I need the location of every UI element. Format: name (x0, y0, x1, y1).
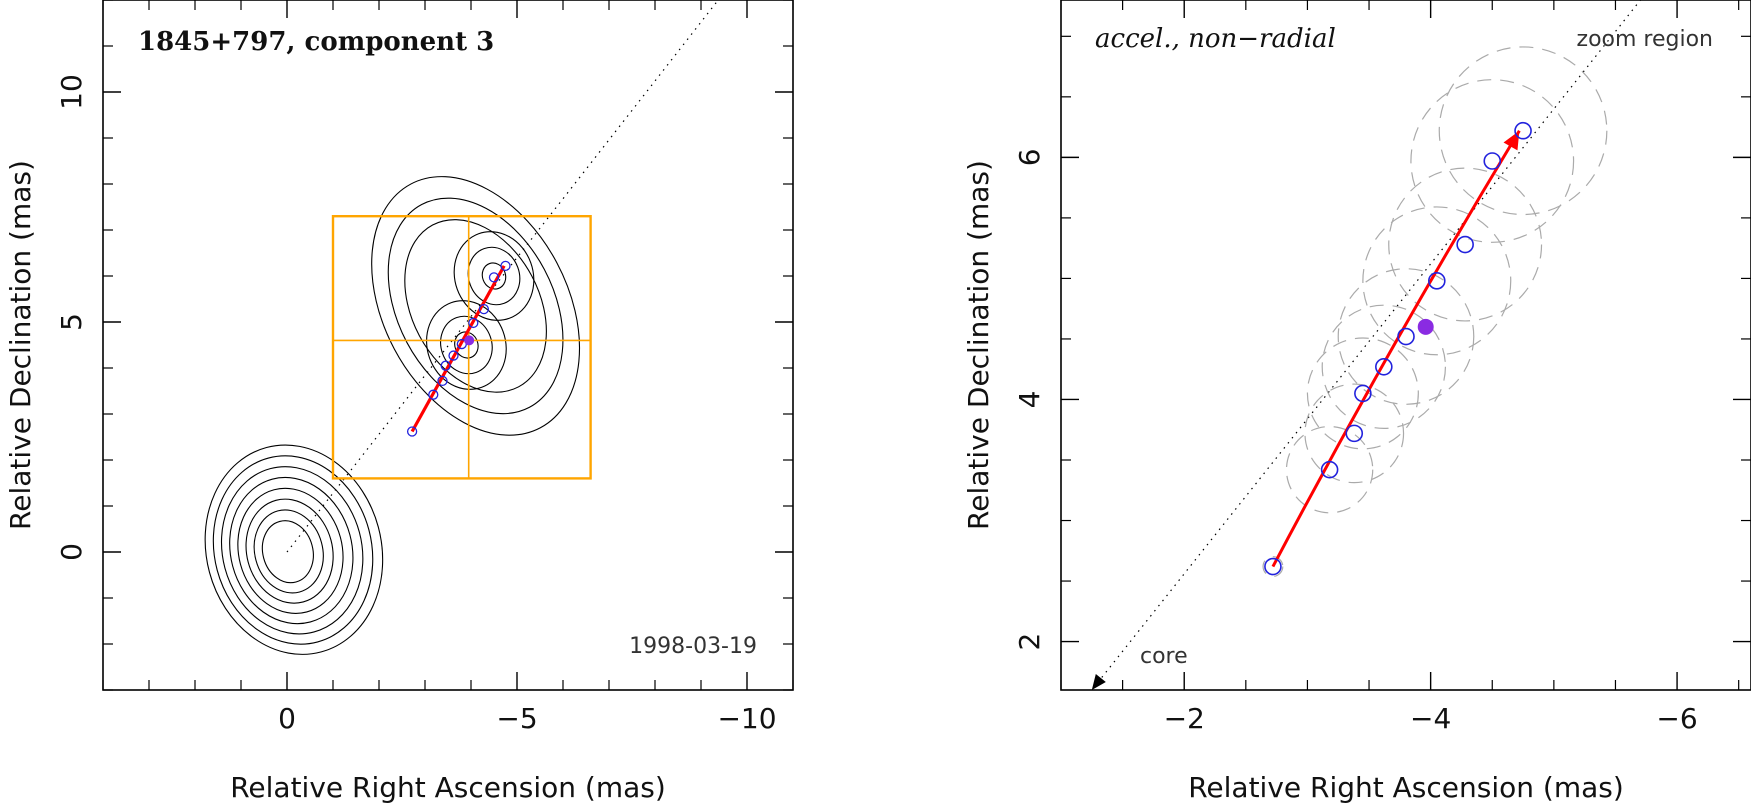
position-marker (1428, 272, 1446, 290)
zoom-box-frame (331, 214, 592, 480)
position-marker (1514, 121, 1532, 140)
left-contours (204, 176, 581, 655)
epoch-label: 1998-03-19 (629, 634, 757, 659)
position-marker (406, 426, 418, 437)
jet-peak-contour (453, 231, 535, 321)
core-contour (253, 509, 324, 594)
y-tick-label: 6 (1013, 148, 1046, 166)
right-radial-line (1091, 0, 1642, 690)
position-marker (1264, 557, 1282, 576)
position-marker (468, 317, 479, 329)
x-tick-label: −10 (717, 702, 776, 735)
right-panel: accel., non−radial zoom region core −2 −4… (962, 0, 1751, 804)
x-tick-label: −4 (1410, 702, 1451, 735)
reference-point (464, 335, 475, 346)
right-positions (1264, 121, 1532, 576)
position-marker (488, 272, 500, 283)
right-title: accel., non−radial (1095, 24, 1336, 54)
right-y-axis-label: Relative Declination (mas) (962, 160, 995, 530)
jet-contour (387, 197, 564, 415)
left-y-tick-labels: 0 5 10 (55, 74, 88, 561)
position-marker (1375, 357, 1393, 376)
uncertainty-circle (1438, 46, 1608, 216)
left-positions (406, 260, 511, 437)
position-marker (448, 350, 459, 361)
uncertainty-circle (1285, 425, 1374, 514)
x-tick-label: 0 (278, 702, 296, 735)
position-marker (1354, 384, 1372, 403)
uncertainty-circle (1262, 556, 1284, 577)
trajectory-arrowhead (1503, 130, 1520, 151)
position-marker (440, 360, 451, 371)
right-uncertainty-circles (1262, 46, 1608, 577)
uncertainty-circle (1337, 268, 1475, 405)
core-contour (212, 455, 374, 645)
position-marker (1456, 235, 1474, 254)
y-tick-label: 0 (55, 543, 88, 561)
core-label: core (1140, 644, 1188, 669)
jet-contour (371, 176, 581, 436)
x-tick-label: −2 (1164, 702, 1205, 735)
position-marker (1483, 152, 1502, 170)
jet-contour (404, 219, 547, 393)
position-marker (1397, 327, 1415, 346)
y-tick-label: 4 (1013, 391, 1046, 409)
right-x-tick-labels: −2 −4 −6 (1164, 702, 1698, 735)
radial-line (1091, 0, 1642, 690)
zoom-region-label: zoom region (1577, 27, 1713, 52)
uncertainty-circle (1321, 304, 1447, 429)
position-marker (437, 375, 448, 387)
core-arrowhead (1091, 674, 1106, 690)
position-marker (1345, 424, 1364, 443)
left-y-axis-label: Relative Declination (mas) (4, 160, 37, 530)
left-ticks (102, 0, 794, 691)
jet-peak-contour (440, 315, 493, 375)
core-contour (204, 444, 384, 655)
uncertainty-circle (1410, 79, 1575, 243)
position-marker (478, 303, 490, 315)
position-marker (1320, 460, 1339, 479)
left-x-axis-label: Relative Right Ascension (mas) (230, 771, 666, 804)
jet-peak-contour (467, 246, 521, 306)
core-contour (261, 520, 314, 584)
core-contour (237, 487, 344, 614)
y-tick-label: 5 (55, 313, 88, 331)
left-x-tick-labels: 0 −5 −10 (278, 702, 776, 735)
jet-peak-contour (426, 300, 507, 390)
right-x-axis-label: Relative Right Ascension (mas) (1188, 771, 1624, 804)
y-tick-label: 2 (1013, 633, 1046, 651)
core-arrow (1091, 674, 1106, 690)
right-trajectory (1271, 129, 1521, 568)
radial-line (286, 0, 720, 553)
x-tick-label: −5 (496, 702, 537, 735)
uncertainty-circle (1362, 206, 1512, 356)
uncertainty-circle (1304, 383, 1405, 484)
y-tick-label: 10 (55, 74, 88, 110)
left-plot-frame (102, 0, 794, 691)
position-marker (500, 260, 511, 272)
position-marker (428, 389, 439, 400)
right-ticks (1060, 0, 1751, 690)
right-y-tick-labels: 2 4 6 (1013, 148, 1046, 650)
uncertainty-circle (1388, 167, 1543, 322)
reference-point (1417, 318, 1434, 335)
trajectory-line (1271, 129, 1521, 568)
left-trajectory (410, 265, 506, 433)
x-tick-label: −6 (1656, 702, 1697, 735)
right-plot-frame (1060, 0, 1751, 691)
left-panel: 1845+797, component 3 1998-03-19 0 −5 −10 … (4, 0, 794, 804)
core-contour (229, 476, 354, 625)
uncertainty-circle (1306, 337, 1419, 450)
left-title: 1845+797, component 3 (138, 27, 494, 57)
core-contour (245, 498, 334, 604)
core-contour (220, 466, 364, 635)
left-radial-line (286, 0, 720, 553)
jet-peak-contour (481, 262, 507, 290)
trajectory-line (410, 265, 506, 433)
